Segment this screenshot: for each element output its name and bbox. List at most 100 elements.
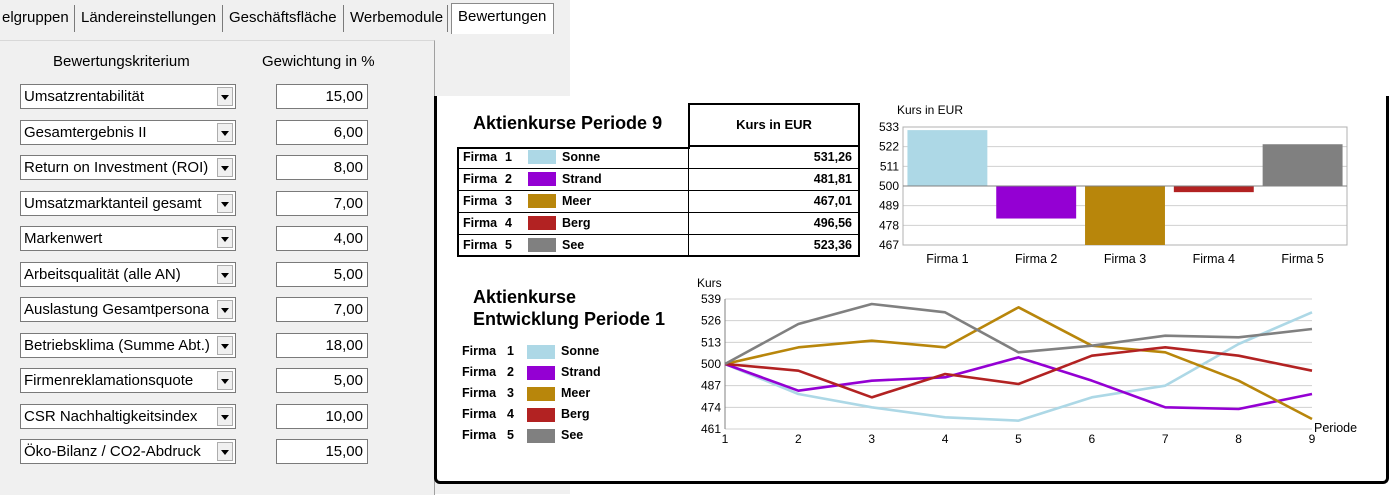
tab-geschaeftsflaeche[interactable]: Geschäftsfläche <box>223 5 344 32</box>
y-tick-label: 500 <box>879 179 899 193</box>
tab-bewertungen[interactable]: Bewertungen <box>451 3 554 34</box>
weight-input[interactable]: 15,00 <box>276 439 368 464</box>
criterion-select[interactable]: Firmenreklamationsquote <box>20 368 236 393</box>
weight-input[interactable]: 7,00 <box>276 297 368 322</box>
criterion-select[interactable]: Auslastung Gesamtpersona <box>20 297 236 322</box>
table-row: Firma 2 Strand 481,81 <box>457 169 860 191</box>
color-swatch <box>528 150 556 164</box>
firma-label: Firma <box>462 344 497 358</box>
table-row: Firma 3 Meer 467,01 <box>457 191 860 213</box>
firma-label: Firma <box>462 386 497 400</box>
column-header-weight: Gewichtung in % <box>262 53 375 70</box>
firma-number: 5 <box>505 238 512 252</box>
criterion-select-value: Auslastung Gesamtpersona <box>24 301 210 318</box>
tab-werbemodule[interactable]: Werbemodule <box>344 5 448 32</box>
criterion-select-value: Arbeitsqualität (alle AN) <box>24 265 181 283</box>
y-tick-label: 522 <box>879 140 899 154</box>
bar <box>1262 144 1343 186</box>
y-tick-label: 511 <box>880 159 899 173</box>
criterion-select[interactable]: CSR Nachhaltigkeitsindex <box>20 403 236 429</box>
firma-label: Firma <box>462 407 497 421</box>
weight-input[interactable]: 5,00 <box>276 368 368 393</box>
y-axis-label: Kurs in EUR <box>897 103 963 117</box>
y-tick-label: 500 <box>701 357 721 371</box>
criterion-select[interactable]: Betriebsklima (Summe Abt.) <box>20 332 236 358</box>
firma-number: 1 <box>505 150 512 164</box>
x-tick-label: Firma 5 <box>1281 252 1323 266</box>
weight-input[interactable]: 10,00 <box>276 403 368 429</box>
criterion-select[interactable]: Arbeitsqualität (alle AN) <box>20 261 236 287</box>
x-tick-label: 1 <box>722 432 729 446</box>
x-tick-label: 2 <box>795 432 802 446</box>
firma-label: Firma <box>463 238 498 252</box>
y-tick-label: 467 <box>879 238 899 252</box>
chevron-down-icon[interactable] <box>217 193 233 213</box>
x-axis-label: Periode <box>1314 421 1357 435</box>
x-tick-label: 7 <box>1162 432 1169 446</box>
series-line-strand <box>724 356 1313 411</box>
legend-swatch <box>527 345 555 359</box>
bar <box>907 130 988 186</box>
chevron-down-icon[interactable] <box>217 264 233 284</box>
y-tick-label: 539 <box>701 292 721 306</box>
y-tick-label: 526 <box>701 314 721 328</box>
weight-input[interactable]: 8,00 <box>276 155 368 180</box>
y-tick-label: 474 <box>701 400 721 414</box>
firma-number: 4 <box>507 407 514 421</box>
stock-price-window: Aktienkurse Periode 9 Kurs in EUR Firma 1… <box>434 96 1389 484</box>
weight-input[interactable]: 5,00 <box>276 261 368 287</box>
chevron-down-icon[interactable] <box>217 300 233 319</box>
weight-input[interactable]: 15,00 <box>276 84 368 109</box>
firma-label: Firma <box>463 150 498 164</box>
legend-swatch <box>527 387 555 401</box>
y-tick-label: 533 <box>879 120 899 134</box>
criterion-select[interactable]: Return on Investment (ROI) <box>20 155 236 180</box>
table-row: Firma 1 Sonne 531,26 <box>457 147 860 169</box>
cell-divider <box>688 235 689 255</box>
x-tick-label: Firma 4 <box>1193 252 1235 266</box>
column-header-criterion: Bewertungskriterium <box>53 53 190 70</box>
criterion-select[interactable]: Markenwert <box>20 226 236 251</box>
weight-input[interactable]: 4,00 <box>276 226 368 251</box>
weight-input[interactable]: 18,00 <box>276 332 368 358</box>
company-name: Strand <box>562 172 602 186</box>
chevron-down-icon[interactable] <box>217 371 233 390</box>
stock-price-value: 523,36 <box>813 238 852 252</box>
x-tick-label: 4 <box>942 432 949 446</box>
series-line-meer <box>724 306 1313 421</box>
chevron-down-icon[interactable] <box>217 158 233 177</box>
chevron-down-icon[interactable] <box>217 229 233 248</box>
chevron-down-icon[interactable] <box>217 122 233 142</box>
legend-label: Berg <box>561 407 590 421</box>
stock-price-value: 467,01 <box>813 194 852 208</box>
x-tick-label: Firma 1 <box>926 252 968 266</box>
x-tick-label: 5 <box>1015 432 1022 446</box>
firma-number: 3 <box>505 194 512 208</box>
weight-input[interactable]: 7,00 <box>276 190 368 216</box>
stock-price-value: 531,26 <box>813 150 852 164</box>
criterion-select-value: Umsatzmarktanteil gesamt <box>24 194 202 212</box>
cell-divider <box>688 169 689 190</box>
criterion-select[interactable]: Umsatzrentabilität <box>20 84 236 109</box>
criterion-select[interactable]: Öko-Bilanz / CO2-Abdruck <box>20 439 236 464</box>
legend-label: Strand <box>561 365 601 379</box>
tab-laendereinstellungen[interactable]: Ländereinstellungen <box>75 5 223 32</box>
series-line-sonne <box>724 311 1313 422</box>
table-row: Firma 5 See 523,36 <box>457 235 860 257</box>
firma-label: Firma <box>463 194 498 208</box>
criterion-select[interactable]: Umsatzmarktanteil gesamt <box>20 190 236 216</box>
firma-number: 3 <box>507 386 514 400</box>
legend-label: See <box>561 428 584 442</box>
firma-label: Firma <box>462 365 497 379</box>
tab-artikelgruppen[interactable]: elgruppen <box>0 5 75 32</box>
legend-label: Sonne <box>561 344 600 358</box>
legend-swatch <box>527 429 555 443</box>
chevron-down-icon[interactable] <box>217 335 233 355</box>
x-tick-label: 9 <box>1309 432 1316 446</box>
criterion-select[interactable]: Gesamtergebnis II <box>20 119 236 145</box>
chevron-down-icon[interactable] <box>217 442 233 461</box>
weight-input[interactable]: 6,00 <box>276 119 368 145</box>
chevron-down-icon[interactable] <box>217 406 233 426</box>
chevron-down-icon[interactable] <box>217 87 233 106</box>
company-name: Meer <box>562 194 592 208</box>
